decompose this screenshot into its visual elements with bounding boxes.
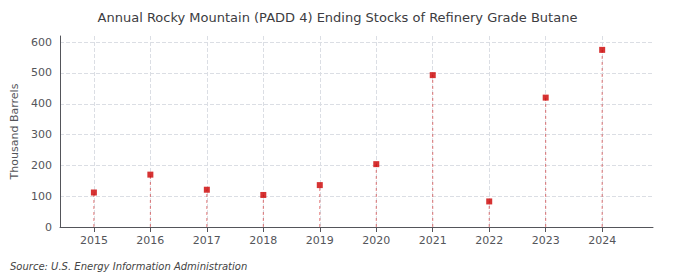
svg-text:100: 100 — [31, 190, 52, 203]
svg-text:Thousand Barrels: Thousand Barrels — [8, 83, 21, 180]
svg-text:2016: 2016 — [136, 234, 164, 247]
svg-text:2020: 2020 — [362, 234, 390, 247]
svg-text:500: 500 — [31, 66, 52, 79]
svg-text:2018: 2018 — [249, 234, 277, 247]
svg-text:2015: 2015 — [80, 234, 108, 247]
svg-text:2019: 2019 — [306, 234, 334, 247]
svg-text:2021: 2021 — [419, 234, 447, 247]
svg-text:2023: 2023 — [532, 234, 560, 247]
svg-text:2017: 2017 — [193, 234, 221, 247]
svg-text:400: 400 — [31, 97, 52, 110]
svg-text:2022: 2022 — [475, 234, 503, 247]
svg-text:Source: U.S. Energy Informatio: Source: U.S. Energy Information Administ… — [10, 261, 247, 272]
svg-text:600: 600 — [31, 36, 52, 49]
svg-text:Annual Rocky Mountain (PADD 4): Annual Rocky Mountain (PADD 4) Ending St… — [98, 10, 578, 25]
svg-text:300: 300 — [31, 128, 52, 141]
svg-text:2024: 2024 — [588, 234, 616, 247]
svg-text:200: 200 — [31, 159, 52, 172]
svg-text:0: 0 — [45, 221, 52, 234]
